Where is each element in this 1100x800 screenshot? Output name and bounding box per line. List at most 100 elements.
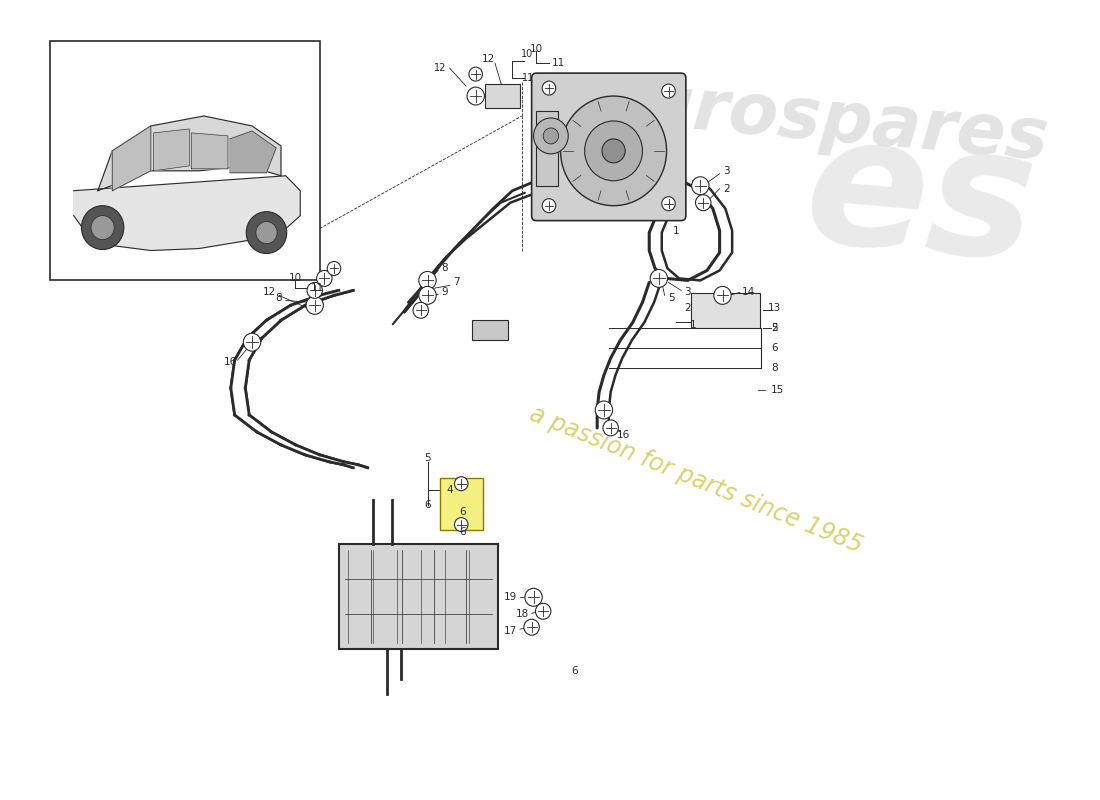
Text: 2: 2 [723,184,729,194]
Polygon shape [290,295,334,306]
Text: es: es [799,103,1043,298]
Circle shape [603,420,618,436]
FancyBboxPatch shape [531,73,686,221]
Polygon shape [329,462,359,465]
Polygon shape [305,455,343,462]
Text: 8: 8 [771,363,778,373]
Circle shape [692,177,710,194]
Circle shape [468,87,484,105]
Bar [339,545,498,649]
Text: 11: 11 [521,73,534,83]
Text: 6: 6 [572,666,579,676]
Circle shape [469,67,483,81]
Polygon shape [74,176,300,250]
Circle shape [602,139,625,163]
Circle shape [662,197,675,210]
Text: 3: 3 [723,166,729,176]
Text: 16: 16 [224,357,238,367]
Circle shape [454,518,467,531]
Text: 11: 11 [552,58,565,68]
Text: 12: 12 [482,54,495,64]
Text: 12: 12 [263,287,276,298]
Bar [50,42,319,281]
Text: 10: 10 [520,50,532,59]
Polygon shape [319,290,353,295]
Circle shape [524,619,539,635]
Circle shape [595,401,613,419]
Circle shape [536,603,551,619]
Circle shape [91,216,114,239]
Circle shape [243,334,261,351]
Polygon shape [248,320,280,338]
Circle shape [306,296,323,314]
Text: 6: 6 [425,500,431,510]
Bar [537,111,558,186]
Text: 6: 6 [459,526,465,537]
Circle shape [317,270,332,286]
Text: 19: 19 [504,592,517,602]
Text: 11: 11 [311,283,324,294]
Polygon shape [154,129,189,170]
Text: 14: 14 [741,287,756,298]
Text: 6: 6 [771,343,778,353]
Circle shape [561,96,667,206]
Circle shape [454,477,467,490]
Circle shape [542,81,556,95]
Polygon shape [234,338,262,360]
Text: 6: 6 [459,506,465,517]
Text: 15: 15 [771,385,784,395]
Text: 10: 10 [289,274,302,283]
Text: 9: 9 [441,287,448,298]
Polygon shape [112,126,151,190]
Circle shape [327,262,341,275]
Bar [485,84,520,108]
Polygon shape [257,432,296,445]
Polygon shape [266,306,305,320]
Polygon shape [343,465,367,468]
Polygon shape [231,360,250,388]
Circle shape [584,121,642,181]
Circle shape [419,271,437,290]
Polygon shape [280,445,319,455]
Text: 2: 2 [684,303,691,314]
Polygon shape [191,133,228,169]
Circle shape [662,84,675,98]
Circle shape [419,286,437,304]
Polygon shape [230,131,276,173]
Text: 3: 3 [684,287,691,298]
Circle shape [525,588,542,606]
Text: 5: 5 [771,323,778,334]
Bar [472,320,508,340]
Text: 12: 12 [433,63,447,73]
Text: 10: 10 [530,44,543,54]
Text: 1: 1 [691,320,697,330]
Text: 5: 5 [425,453,431,462]
Bar [691,294,760,328]
Circle shape [695,194,711,210]
Polygon shape [98,116,280,190]
Circle shape [246,212,287,254]
Text: a passion for parts since 1985: a passion for parts since 1985 [526,402,866,558]
Circle shape [650,270,668,287]
Text: 5: 5 [668,294,674,303]
Text: 7: 7 [453,278,460,287]
Text: 13: 13 [768,303,781,314]
Circle shape [81,206,124,250]
Text: 18: 18 [516,610,529,619]
Text: eurospares: eurospares [591,66,1052,175]
Polygon shape [231,388,250,415]
Text: 8: 8 [276,294,283,303]
Text: 1: 1 [673,226,680,235]
Text: 2: 2 [771,323,778,334]
Text: 8: 8 [441,263,448,274]
Bar [440,478,483,530]
Polygon shape [234,415,272,432]
Circle shape [412,302,429,318]
Text: 16: 16 [617,430,630,440]
Text: 17: 17 [504,626,517,636]
Circle shape [714,286,732,304]
Circle shape [534,118,569,154]
Text: 4: 4 [447,485,453,494]
Circle shape [543,128,559,144]
Circle shape [307,282,322,298]
